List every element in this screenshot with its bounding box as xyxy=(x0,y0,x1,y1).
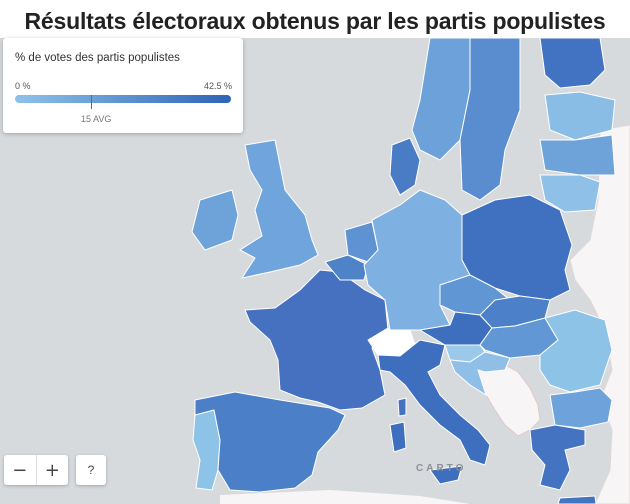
region-france[interactable] xyxy=(244,269,389,411)
region-crete[interactable] xyxy=(557,495,597,504)
region-lithuania[interactable] xyxy=(539,174,601,213)
legend-panel: % de votes des partis populistes 0 % 42.… xyxy=(3,38,243,133)
zoom-out-button[interactable]: − xyxy=(4,455,37,485)
legend-min-label: 0 % xyxy=(15,81,31,91)
region-croatia[interactable] xyxy=(449,351,511,397)
region-finland[interactable] xyxy=(539,38,606,89)
zoom-in-button[interactable]: + xyxy=(44,459,60,481)
region-greece[interactable] xyxy=(529,424,586,491)
legend-max-label: 42.5 % xyxy=(203,81,232,91)
land-north-africa xyxy=(220,490,470,504)
carto-attribution[interactable]: CARTO xyxy=(416,463,467,474)
region-denmark[interactable] xyxy=(389,137,421,196)
region-estonia[interactable] xyxy=(544,91,616,141)
legend-avg-marker xyxy=(91,95,92,109)
help-button[interactable]: ? xyxy=(76,455,106,485)
land-eastern-europe xyxy=(569,124,630,504)
zoom-control: − + xyxy=(4,455,68,485)
region-corsica[interactable] xyxy=(397,397,407,417)
legend-color-ramp xyxy=(15,95,231,103)
legend-title: % de votes des partis populistes xyxy=(15,52,180,64)
region-ireland[interactable] xyxy=(191,189,239,251)
map-title: Résultats électoraux obtenus par les par… xyxy=(24,8,606,34)
region-sicily[interactable] xyxy=(429,465,463,485)
region-latvia[interactable] xyxy=(539,134,616,176)
region-spain[interactable] xyxy=(194,391,346,493)
region-uk[interactable] xyxy=(239,139,319,279)
choropleth-map[interactable] xyxy=(0,38,630,504)
region-sardinia[interactable] xyxy=(389,421,407,453)
legend-avg-label: 15 AVG xyxy=(81,114,112,124)
region-romania[interactable] xyxy=(539,309,613,393)
region-bulgaria[interactable] xyxy=(549,387,613,429)
region-sweden[interactable] xyxy=(459,38,521,201)
land-west-balkans xyxy=(477,361,541,437)
